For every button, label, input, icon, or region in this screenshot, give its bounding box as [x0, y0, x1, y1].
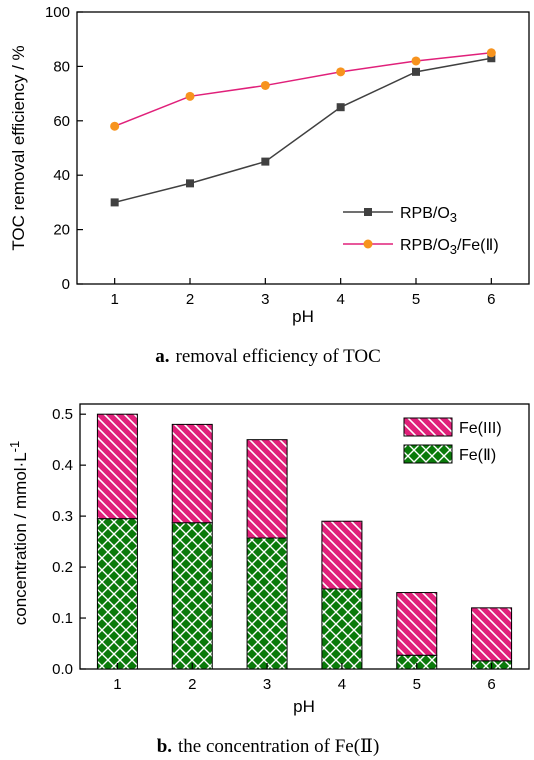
chart-b-xlabel: pH: [293, 697, 315, 716]
bar-fe-iii: [471, 607, 513, 662]
bar-fe-iii: [96, 413, 138, 520]
x-tick-label: 2: [186, 291, 194, 308]
chart-a-series: [110, 48, 496, 207]
chart-a: 0 20 40 60 80 100 1 2 3 4 5 6 pH TOC removal effic…: [9, 4, 530, 367]
bar-fe-iii: [246, 439, 288, 539]
legend-marker-rpb-o3-fe: [363, 239, 373, 249]
data-point: [185, 91, 195, 101]
y-tick-label: 0: [62, 276, 70, 293]
bar-fe-iii: [396, 592, 438, 656]
chart-a-legend: RPB/O3 RPB/O3/Fe(Ⅱ): [343, 205, 499, 257]
legend-label-fe-iii: Fe(III): [459, 420, 502, 437]
series-line-2: [114, 52, 492, 127]
legend-label-fe-ii: Fe(Ⅱ): [459, 447, 496, 464]
legend-marker-rpb-o3: [364, 208, 372, 216]
chart-b-plot-frame: [79, 403, 530, 670]
data-point: [486, 48, 496, 58]
data-point: [336, 67, 346, 77]
x-tick-label: 3: [263, 676, 271, 693]
data-point: [411, 56, 421, 66]
chart-b-x-axis: 1 2 3 4 5 6: [113, 663, 496, 693]
chart-a-ylabel: TOC removal efficiency / %: [9, 45, 28, 250]
x-tick-label: 2: [188, 676, 196, 693]
legend-label-rpb-o3-fe: RPB/O3/Fe(Ⅱ): [400, 237, 499, 257]
chart-a-caption: a. removal efficiency of TOC: [155, 346, 381, 367]
chart-a-y-axis: 0 20 40 60 80 100: [45, 4, 83, 293]
y-tick-label: 0.2: [52, 559, 73, 576]
chart-b-caption: b. the concentration of Fe(Ⅱ): [157, 736, 380, 757]
data-point: [412, 67, 420, 76]
y-tick-label: 40: [53, 167, 70, 184]
data-point: [110, 198, 119, 207]
bar-fe-iii: [171, 423, 213, 524]
data-point: [487, 54, 496, 63]
y-tick-label: 0.4: [52, 457, 73, 474]
y-tick-label: 0.3: [52, 508, 73, 525]
bar-fe-iii: [321, 520, 363, 590]
chart-b-bars: [96, 413, 513, 670]
chart-a-xlabel: pH: [292, 307, 314, 326]
legend-item-fe-ii: Fe(Ⅱ): [403, 444, 496, 464]
y-tick-label: 100: [45, 4, 70, 21]
chart-a-plot-frame: [76, 11, 530, 285]
chart-a-x-axis: 1 2 3 4 5 6: [110, 278, 496, 308]
x-tick-label: 6: [487, 676, 495, 693]
chart-b: 0.0 0.1 0.2 0.3 0.4 0.5 1 2 3 4 5 6 pH concentrati…: [7, 403, 530, 757]
y-tick-label: 60: [53, 113, 70, 130]
legend-swatch-fe-ii: [403, 444, 453, 464]
y-tick-label: 0.1: [52, 610, 73, 627]
legend-item-rpb-o3: RPB/O3: [343, 205, 457, 225]
x-tick-label: 4: [336, 291, 344, 308]
bar-fe-ii: [96, 518, 138, 670]
y-tick-label: 80: [53, 58, 70, 75]
x-tick-label: 5: [413, 676, 421, 693]
data-point: [261, 157, 270, 166]
y-tick-label: 20: [53, 222, 70, 239]
series-line-1: [114, 57, 492, 204]
legend-item-rpb-o3-fe: RPB/O3/Fe(Ⅱ): [343, 237, 499, 257]
y-tick-label: 0.0: [52, 661, 73, 678]
legend-label-rpb-o3: RPB/O3: [400, 205, 457, 225]
chart-b-legend: Fe(III) Fe(Ⅱ): [403, 417, 502, 464]
x-tick-label: 6: [487, 291, 495, 308]
legend-swatch-fe-iii: [403, 417, 453, 437]
chart-b-ylabel: concentration / mmol·L-1: [7, 441, 30, 625]
data-point: [260, 80, 270, 90]
legend-item-fe-iii: Fe(III): [403, 417, 502, 437]
data-point: [186, 179, 194, 188]
x-tick-label: 5: [412, 291, 420, 308]
data-point: [110, 121, 120, 131]
x-tick-label: 4: [338, 676, 346, 693]
x-tick-label: 1: [113, 676, 121, 693]
chart-b-y-axis: 0.0 0.1 0.2 0.3 0.4 0.5: [52, 406, 86, 678]
bar-fe-ii: [246, 537, 288, 670]
y-tick-label: 0.5: [52, 406, 73, 423]
x-tick-label: 3: [261, 291, 269, 308]
x-tick-label: 1: [110, 291, 118, 308]
data-point: [336, 103, 345, 112]
bar-fe-ii: [321, 588, 363, 670]
bar-fe-ii: [171, 522, 213, 670]
